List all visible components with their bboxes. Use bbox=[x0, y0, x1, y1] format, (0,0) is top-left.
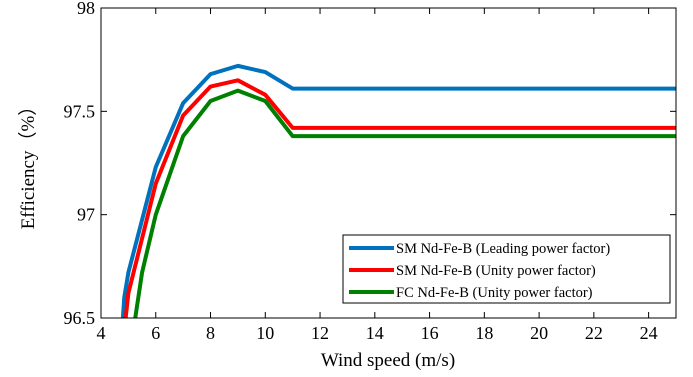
legend-label: SM Nd-Fe-B (Leading power factor) bbox=[396, 241, 610, 257]
x-tick-label: 10 bbox=[256, 323, 274, 343]
x-tick-label: 20 bbox=[530, 323, 548, 343]
legend-label: SM Nd-Fe-B (Unity power factor) bbox=[396, 263, 596, 279]
axes-layer: 4 6 8 10 12 14 16 18 20 22 24 96.5 97 97.5 98 bbox=[64, 0, 676, 343]
plot-frame bbox=[100, 7, 677, 319]
x-tick-label: 24 bbox=[640, 323, 658, 343]
x-tick-label: 18 bbox=[475, 323, 493, 343]
series-line-2 bbox=[123, 78, 676, 318]
legend: SM Nd-Fe-B (Leading power factor) SM Nd-F… bbox=[342, 234, 671, 304]
legend-label: FC Nd-Fe-B (Unity power factor) bbox=[396, 285, 593, 301]
x-tick-label: 6 bbox=[151, 323, 160, 343]
legend-items: SM Nd-Fe-B (Leading power factor) SM Nd-F… bbox=[349, 241, 610, 301]
series-line-1 bbox=[120, 63, 676, 318]
x-tick-label: 12 bbox=[311, 323, 329, 343]
x-tick-label: 14 bbox=[366, 323, 384, 343]
y-tick-label: 96.5 bbox=[64, 308, 96, 328]
x-tick-label: 4 bbox=[97, 323, 106, 343]
legend-box bbox=[342, 234, 671, 304]
frame-layer bbox=[100, 7, 677, 319]
x-tick-label: 22 bbox=[585, 323, 603, 343]
y-tick-label: 98 bbox=[77, 0, 95, 18]
y-tick-label: 97 bbox=[77, 205, 95, 225]
x-axis-title: Wind speed (m/s) bbox=[321, 350, 455, 371]
y-tick-label: 97.5 bbox=[64, 101, 96, 121]
x-tick-label: 16 bbox=[421, 323, 439, 343]
x-tick-label: 8 bbox=[206, 323, 215, 343]
series-line-3 bbox=[133, 88, 676, 318]
y-axis-title: Efficiency（%） bbox=[17, 97, 39, 230]
series-layer bbox=[120, 63, 676, 318]
